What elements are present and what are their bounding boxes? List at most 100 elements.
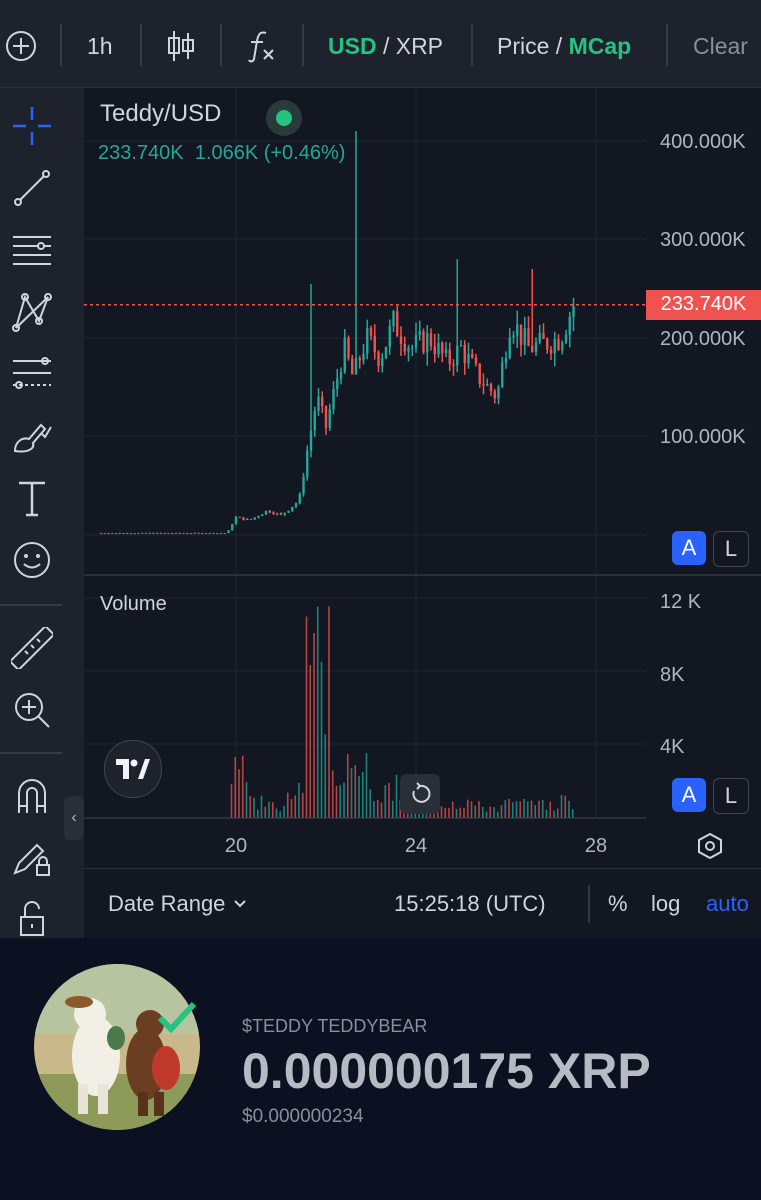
volume-bar bbox=[474, 805, 477, 818]
chart-settings-button[interactable] bbox=[694, 830, 726, 862]
candle-body bbox=[197, 532, 200, 534]
price-axis-label: 300.000K bbox=[660, 229, 746, 251]
volume-bar bbox=[440, 806, 443, 818]
volume-bar bbox=[560, 794, 563, 818]
volume-bar bbox=[346, 754, 349, 818]
volume-bar bbox=[444, 807, 447, 818]
tradingview-icon bbox=[116, 759, 150, 779]
candle-body bbox=[392, 311, 395, 326]
volume-bar bbox=[388, 783, 390, 818]
tradingview-logo[interactable] bbox=[104, 740, 162, 798]
emoji-tool[interactable] bbox=[8, 536, 56, 584]
date-range-dropdown[interactable]: Date Range bbox=[108, 891, 247, 917]
crosshair-tool[interactable] bbox=[8, 102, 56, 150]
text-tool[interactable] bbox=[8, 474, 56, 522]
chart-type-button[interactable] bbox=[166, 26, 196, 66]
lock-icon bbox=[20, 901, 44, 936]
candle-body bbox=[411, 347, 414, 349]
volume-bar bbox=[241, 755, 244, 818]
percent-scale-toggle[interactable]: % bbox=[608, 891, 628, 916]
volume-bar bbox=[238, 769, 240, 818]
lock-tool[interactable] bbox=[8, 894, 56, 942]
candle-body bbox=[204, 533, 208, 535]
trendline-icon bbox=[14, 170, 50, 206]
volume-bar bbox=[523, 798, 525, 818]
measure-tool[interactable] bbox=[8, 624, 56, 672]
volume-log-scale-button[interactable]: L bbox=[713, 778, 749, 814]
candle-body bbox=[351, 358, 354, 375]
candle-body bbox=[366, 327, 369, 354]
volume-bar bbox=[256, 809, 259, 818]
volume-bar bbox=[290, 798, 293, 818]
candle-body bbox=[474, 357, 478, 364]
candlestick-icon bbox=[168, 31, 194, 61]
gear-icon bbox=[698, 832, 722, 860]
volume-bar bbox=[448, 807, 450, 818]
reset-chart-button[interactable] bbox=[400, 774, 440, 814]
interval-button[interactable]: 1h bbox=[87, 32, 113, 59]
candle-body bbox=[171, 533, 174, 535]
zoom-in-tool[interactable] bbox=[8, 686, 56, 734]
volume-bar bbox=[234, 756, 237, 818]
candle-body bbox=[467, 353, 470, 364]
coin-price-xrp: 0.000000175 XRP bbox=[242, 1043, 651, 1099]
volume-auto-scale-button[interactable]: A bbox=[672, 778, 706, 812]
log-scale-toggle[interactable]: log bbox=[651, 891, 681, 916]
volume-bar bbox=[515, 800, 518, 818]
volume-bar bbox=[324, 734, 327, 818]
lock-draw-tool[interactable] bbox=[8, 834, 56, 882]
brush-tool[interactable] bbox=[8, 412, 56, 460]
volume-bar bbox=[361, 772, 364, 818]
candle-body bbox=[219, 533, 223, 535]
volume-bar bbox=[365, 753, 368, 818]
price-mcap-toggle[interactable]: Price / MCap bbox=[497, 32, 632, 59]
crosshair-icon bbox=[13, 107, 51, 145]
candle-body bbox=[201, 532, 204, 534]
horizontal-lines-tool[interactable] bbox=[8, 226, 56, 274]
volume-bar bbox=[268, 801, 270, 818]
indicators-button[interactable] bbox=[246, 26, 276, 66]
candle-body bbox=[377, 352, 380, 366]
add-symbol-button[interactable] bbox=[4, 26, 38, 66]
auto-scale-button[interactable]: A bbox=[672, 531, 706, 565]
log-scale-button[interactable]: L bbox=[713, 531, 749, 567]
candle-body bbox=[208, 532, 211, 534]
candle-body bbox=[463, 344, 466, 364]
fib-tool[interactable] bbox=[8, 350, 56, 398]
candle-body bbox=[227, 530, 230, 534]
collapse-toolbar-button[interactable]: ‹ bbox=[64, 796, 84, 840]
volume-bar bbox=[245, 781, 248, 818]
auto-scale-toggle[interactable]: auto bbox=[706, 891, 749, 916]
volume-bar bbox=[373, 801, 375, 818]
clear-button[interactable]: Clear bbox=[693, 32, 748, 59]
magnet-tool[interactable] bbox=[8, 772, 56, 820]
chart-pane[interactable]: 400.000K 300.000K 200.000K 100.000K 12 K… bbox=[84, 88, 761, 868]
chart-canvas[interactable]: 400.000K 300.000K 200.000K 100.000K 12 K… bbox=[84, 88, 761, 868]
volume-bar bbox=[500, 804, 503, 818]
candle-body bbox=[126, 533, 129, 535]
candle-body bbox=[291, 506, 294, 511]
candle-body bbox=[486, 384, 489, 386]
candle-body bbox=[306, 450, 309, 477]
function-icon bbox=[248, 31, 274, 63]
add-circle-icon bbox=[6, 31, 36, 61]
price-axis-label: 100.000K bbox=[660, 426, 746, 448]
candle-body bbox=[99, 533, 103, 535]
volume-bar bbox=[294, 795, 297, 818]
lock-draw-icon bbox=[13, 843, 50, 876]
candle-body bbox=[534, 342, 538, 352]
candle-body bbox=[118, 532, 121, 534]
currency-toggle[interactable]: USD / XRP bbox=[328, 32, 444, 59]
trendline-tool[interactable] bbox=[8, 164, 56, 212]
candle-body bbox=[444, 349, 448, 354]
candle-body bbox=[182, 533, 185, 535]
volume-bar bbox=[481, 806, 484, 818]
volume-bar bbox=[313, 633, 315, 818]
time-axis-label: 20 bbox=[225, 835, 247, 857]
coin-ticker: $TEDDY TEDDYBEAR bbox=[242, 1016, 428, 1036]
volume-bar bbox=[384, 785, 387, 818]
pattern-tool[interactable] bbox=[8, 288, 56, 336]
volume-bar bbox=[316, 606, 319, 818]
volume-bar bbox=[331, 770, 334, 818]
candle-body bbox=[414, 335, 418, 348]
